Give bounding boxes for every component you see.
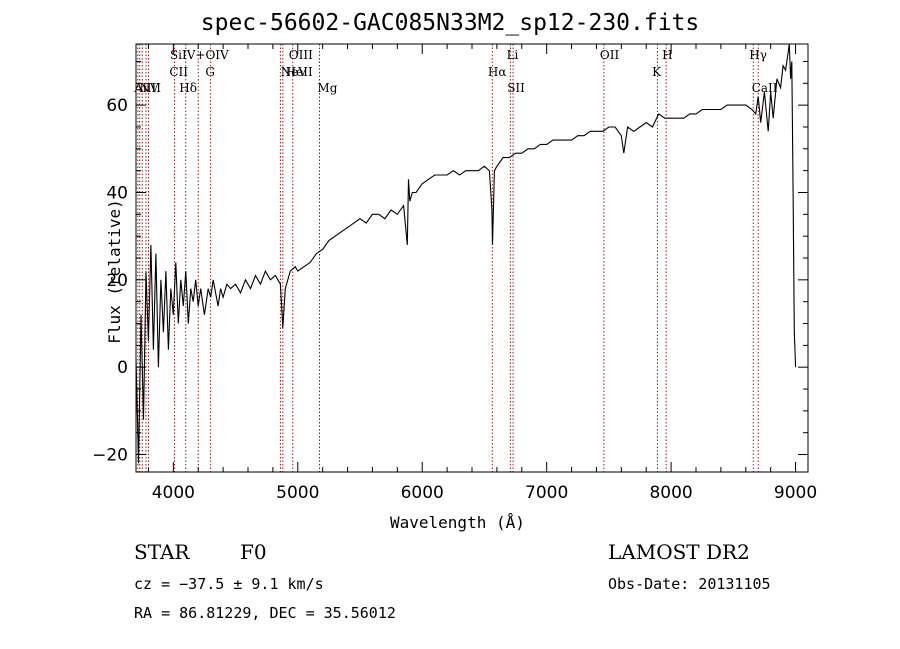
redshift-cz: cz = −37.5 ± 9.1 km/s <box>134 575 324 593</box>
survey-name: LAMOST DR2 <box>608 540 750 564</box>
x-tick-label: 8000 <box>649 483 692 503</box>
line-id-label: CII <box>169 65 188 79</box>
y-axis-label: Flux (relative) <box>104 199 124 344</box>
line-id-label: SiIV+OIV <box>170 48 229 62</box>
line-id-label: Mg <box>317 81 337 95</box>
x-tick-label: 7000 <box>525 483 568 503</box>
line-id-label: H <box>662 48 672 62</box>
spectrum-line <box>136 44 797 464</box>
y-tick-label: 20 <box>106 271 128 291</box>
y-tick-label: −20 <box>92 446 128 466</box>
line-id-label: G <box>205 65 215 79</box>
y-tick-label: 40 <box>106 183 128 203</box>
line-id-label: OIII <box>289 48 313 62</box>
plot-frame <box>135 43 809 473</box>
coordinates: RA = 86.81229, DEC = 35.56012 <box>134 604 396 622</box>
chart-title: spec-56602-GAC085N33M2_sp12-230.fits <box>200 10 700 36</box>
spectrum-layer <box>136 44 797 464</box>
line-id-label: Hα <box>488 65 507 79</box>
object-subclass: F0 <box>240 540 267 564</box>
object-class: STAR <box>134 540 190 564</box>
line-id-label: OII <box>600 48 620 62</box>
line-id-label: NV <box>139 81 159 95</box>
x-axis-label: Wavelength (Å) <box>390 513 525 532</box>
line-id-label: K <box>652 65 662 79</box>
observation-date: Obs-Date: 20131105 <box>608 575 771 593</box>
line-id-label: NeV <box>281 65 308 79</box>
x-tick-label: 9000 <box>774 483 817 503</box>
line-id-label: Hδ <box>179 81 197 95</box>
line-id-markers <box>137 44 759 472</box>
line-id-label: SII <box>507 81 525 95</box>
line-id-label: CaII <box>752 81 778 95</box>
x-tick-label: 4000 <box>152 483 195 503</box>
line-id-label: HeII <box>286 65 313 79</box>
frame-layer: 4000 5000 6000 7000 8000 9000 −20 0 20 40 60 <box>92 43 817 503</box>
y-tick-label: 0 <box>117 358 128 378</box>
y-tick-label: 60 <box>106 96 128 116</box>
x-tick-label: 6000 <box>401 483 444 503</box>
line-id-label: Li <box>507 48 519 62</box>
line-id-label: AlIII <box>133 81 161 95</box>
line-id-label: Hγ <box>749 48 767 62</box>
x-tick-label: 5000 <box>276 483 319 503</box>
